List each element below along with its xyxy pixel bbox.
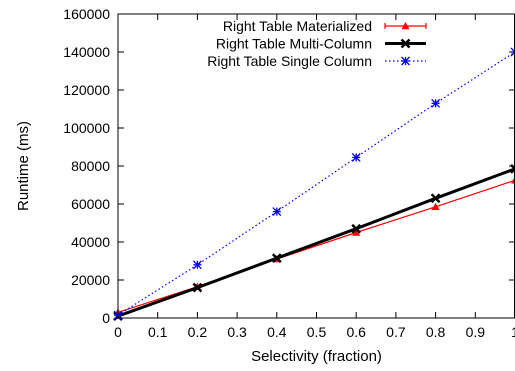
y-tick-label: 100000 <box>63 120 110 136</box>
data-point <box>510 47 515 57</box>
data-point <box>431 98 441 108</box>
data-point <box>510 163 515 174</box>
legend-marker <box>401 22 410 30</box>
data-point <box>431 202 440 211</box>
x-tick-label: 0.1 <box>148 324 168 340</box>
series-2 <box>113 163 515 321</box>
y-tick-label: 140000 <box>63 44 110 60</box>
x-tick-label: 1 <box>511 324 515 340</box>
y-axis-title: Runtime (ms) <box>15 121 32 211</box>
x-tick-label: 0.4 <box>267 324 287 340</box>
legend-item: Right Table Single Column <box>207 53 426 69</box>
x-tick-label: 0.2 <box>188 324 208 340</box>
data-point <box>192 260 202 270</box>
data-point <box>192 282 203 293</box>
legend-label: Right Table Single Column <box>207 53 372 69</box>
series-line <box>117 167 515 318</box>
y-tick-label: 60000 <box>71 196 110 212</box>
data-point <box>430 193 441 204</box>
series-3 <box>113 47 515 320</box>
y-tick-label: 40000 <box>71 234 110 250</box>
data-point <box>272 207 282 217</box>
x-tick-label: 0.8 <box>426 324 446 340</box>
x-axis-ticks: 0 0.1 0.2 0.3 0.4 0.5 0.6 0.7 0.8 0.9 1 <box>114 14 515 340</box>
y-tick-label: 160000 <box>63 6 110 22</box>
x-tick-label: 0 <box>114 324 122 340</box>
y-axis-ticks: 0 20000 40000 60000 80000 100000 120000 140000 1… <box>63 6 515 326</box>
x-tick-label: 0.5 <box>307 324 327 340</box>
legend-label: Right Table Multi-Column <box>216 36 372 52</box>
legend-marker <box>400 38 411 49</box>
x-tick-label: 0.3 <box>227 324 247 340</box>
x-tick-label: 0.6 <box>346 324 366 340</box>
legend-item: Right Table Multi-Column <box>216 36 426 52</box>
series-line <box>117 51 515 316</box>
series-line <box>117 179 515 313</box>
data-point <box>352 228 361 236</box>
y-tick-label: 0 <box>102 310 110 326</box>
legend: Right Table Materialized Right Table Mult… <box>207 18 427 69</box>
legend-item: Right Table Materialized <box>223 18 427 34</box>
y-tick-label: 120000 <box>63 82 110 98</box>
data-point <box>351 223 362 234</box>
x-tick-label: 0.9 <box>466 324 486 340</box>
data-point <box>351 152 361 162</box>
legend-marker <box>401 56 410 66</box>
x-tick-label: 0.7 <box>386 324 406 340</box>
y-tick-label: 20000 <box>71 272 110 288</box>
series-layer <box>113 47 515 321</box>
legend-label: Right Table Materialized <box>223 18 372 34</box>
data-point <box>271 253 282 264</box>
y-tick-label: 80000 <box>71 158 110 174</box>
x-axis-title: Selectivity (fraction) <box>251 348 382 365</box>
